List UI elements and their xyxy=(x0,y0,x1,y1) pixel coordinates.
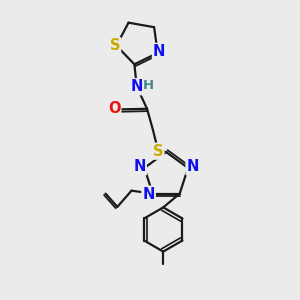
Text: H: H xyxy=(143,79,154,92)
Text: N: N xyxy=(130,79,143,94)
Text: S: S xyxy=(110,38,120,53)
Text: O: O xyxy=(108,101,120,116)
Text: N: N xyxy=(187,159,199,174)
Text: N: N xyxy=(142,187,155,202)
Text: S: S xyxy=(153,144,164,159)
Text: N: N xyxy=(134,159,146,174)
Text: N: N xyxy=(153,44,165,59)
